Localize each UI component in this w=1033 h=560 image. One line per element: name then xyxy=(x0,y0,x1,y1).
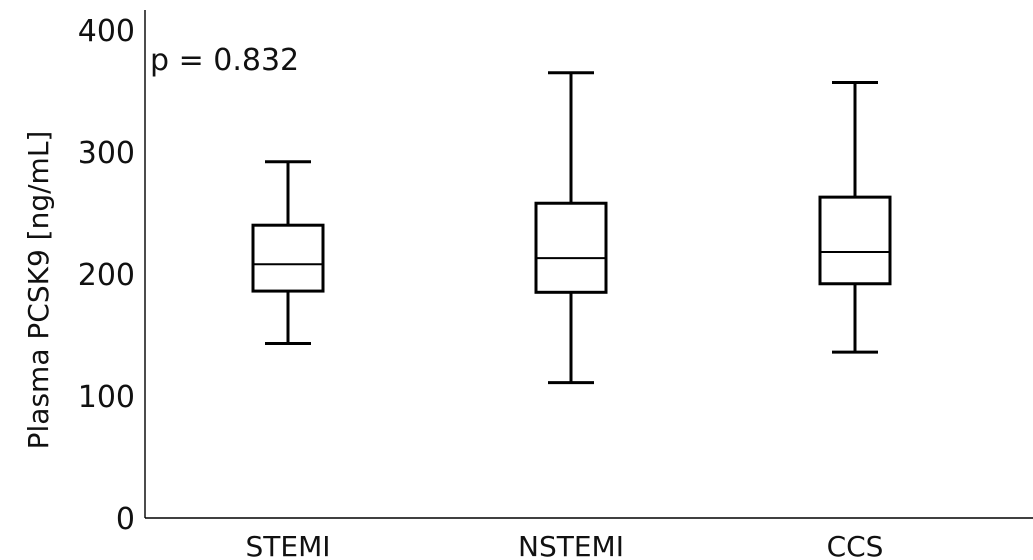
y-tick-label: 0 xyxy=(116,502,135,537)
y-axis-label: Plasma PCSK9 [ng/mL] xyxy=(22,131,55,450)
iqr-box xyxy=(534,201,608,294)
box-group-nstemi xyxy=(534,71,608,385)
x-tick-label: CCS xyxy=(827,530,884,560)
y-tick-label: 300 xyxy=(78,136,135,171)
y-tick-label: 200 xyxy=(78,258,135,293)
boxes xyxy=(251,71,892,385)
box-group-stemi xyxy=(251,160,325,346)
iqr-box xyxy=(818,195,892,286)
y-tick-label: 400 xyxy=(78,14,135,49)
x-tick-label: NSTEMI xyxy=(518,530,624,560)
x-tick-label: STEMI xyxy=(246,530,331,560)
p-value-annotation: p = 0.832 xyxy=(150,43,299,78)
iqr-box xyxy=(251,223,325,293)
y-tick-label: 100 xyxy=(78,380,135,415)
axes: 0 100 200 300 400 STEMI NSTEMI CCS xyxy=(78,10,1033,560)
box-group-ccs xyxy=(818,80,892,354)
